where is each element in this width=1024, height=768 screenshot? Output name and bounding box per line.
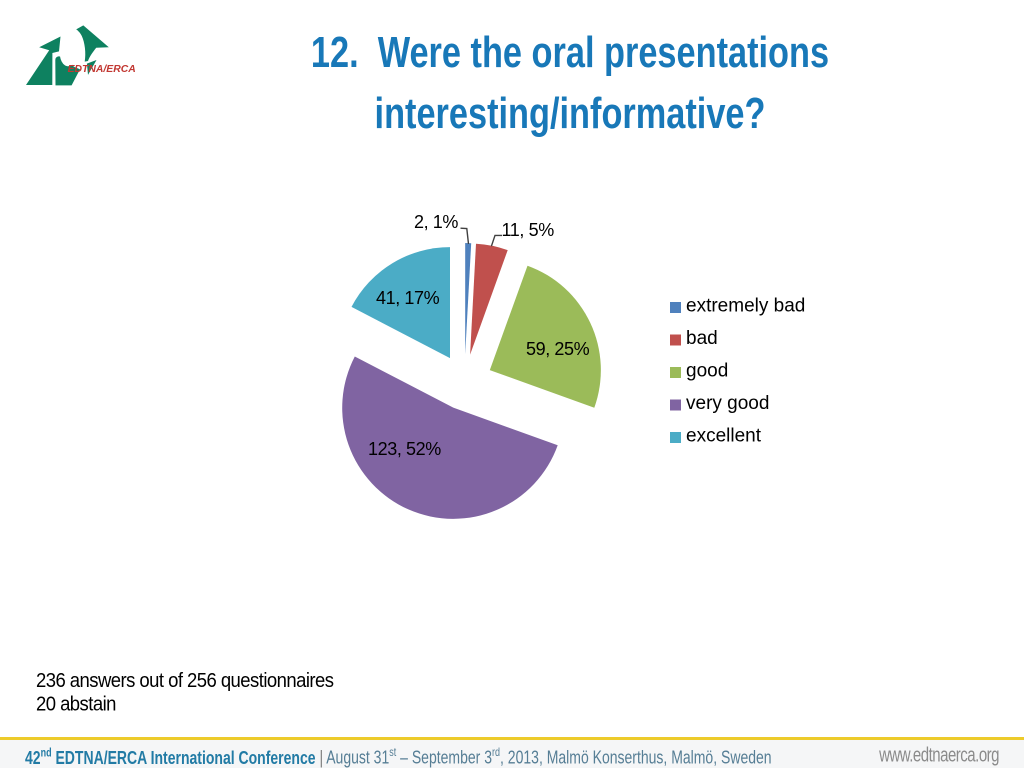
svg-text:59, 25%: 59, 25% — [526, 339, 590, 359]
svg-text:very good: very good — [686, 393, 769, 414]
svg-text:41, 17%: 41, 17% — [376, 288, 440, 308]
svg-text:11, 5%: 11, 5% — [502, 220, 555, 240]
svg-text:EDTNA/ERCA: EDTNA/ERCA — [68, 64, 136, 75]
svg-text:good: good — [686, 361, 728, 382]
svg-text:123, 52%: 123, 52% — [368, 439, 441, 459]
svg-text:2, 1%: 2, 1% — [414, 212, 458, 232]
svg-text:excellent: excellent — [686, 426, 762, 447]
svg-text:extremely bad: extremely bad — [686, 296, 805, 317]
svg-text:bad: bad — [686, 328, 718, 349]
